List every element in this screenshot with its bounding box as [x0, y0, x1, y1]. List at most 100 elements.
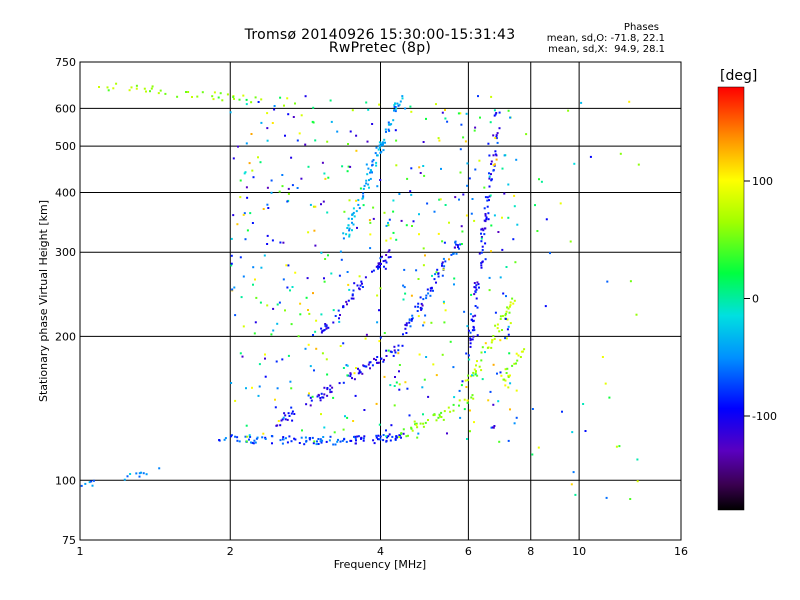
data-point [314, 330, 317, 333]
data-point [426, 288, 429, 291]
data-point [401, 95, 404, 98]
data-point [291, 184, 294, 187]
data-point [242, 325, 245, 328]
data-point [323, 386, 326, 389]
data-point [245, 440, 248, 443]
data-point [420, 308, 423, 311]
data-point [398, 364, 401, 366]
data-point [307, 309, 309, 311]
data-point [332, 443, 335, 446]
data-point [270, 333, 273, 336]
data-point [382, 149, 385, 152]
data-point [432, 363, 435, 366]
data-point [362, 192, 365, 195]
data-point [299, 313, 302, 316]
data-point [417, 278, 420, 280]
data-point [408, 321, 411, 324]
data-point [478, 252, 481, 255]
data-point [487, 218, 490, 221]
data-point [571, 431, 574, 434]
data-point [495, 135, 498, 138]
data-point [266, 203, 269, 206]
data-point [218, 439, 221, 441]
data-point [257, 156, 259, 159]
data-point [517, 354, 520, 357]
data-point [418, 233, 420, 236]
data-point [443, 321, 446, 324]
data-point [346, 170, 349, 173]
data-point [378, 266, 381, 269]
data-point [319, 440, 322, 443]
data-point [307, 231, 310, 234]
data-point [480, 232, 482, 235]
data-point [408, 318, 411, 321]
stats-o-mode: mean, sd,O: -71.8, 22.1 [546, 33, 665, 44]
data-point [426, 202, 429, 205]
data-point [465, 352, 468, 355]
data-point [605, 496, 608, 499]
x-tick-label: 8 [527, 545, 534, 558]
data-point [397, 104, 400, 107]
data-point [251, 386, 253, 389]
data-point [316, 395, 319, 398]
data-point [487, 399, 490, 402]
data-point [507, 183, 510, 186]
data-point [347, 165, 350, 168]
data-point [507, 109, 510, 112]
data-point [441, 111, 444, 114]
data-point [534, 204, 536, 207]
data-point [492, 154, 495, 157]
data-point [448, 258, 450, 261]
data-point [421, 386, 424, 389]
data-point [376, 356, 379, 358]
data-point [582, 403, 585, 405]
data-point [423, 378, 426, 381]
data-point [219, 92, 222, 95]
data-point [372, 439, 375, 442]
data-point [348, 233, 351, 236]
data-point [442, 300, 445, 303]
y-tick-label: 750 [55, 56, 76, 69]
data-point [266, 234, 269, 237]
data-point [362, 196, 365, 199]
data-point [387, 435, 390, 438]
data-point [433, 278, 436, 281]
data-point [321, 161, 324, 164]
data-point [323, 280, 326, 283]
data-point [369, 233, 372, 236]
data-point [505, 372, 508, 374]
data-point [355, 149, 358, 152]
data-point [123, 478, 126, 481]
data-point [434, 273, 437, 276]
data-point [466, 438, 468, 440]
data-point [483, 233, 486, 236]
data-point [281, 358, 284, 361]
data-point [221, 99, 224, 102]
data-point [466, 162, 469, 165]
data-point [405, 332, 408, 334]
data-point [327, 326, 330, 329]
data-point [383, 358, 385, 361]
data-point [308, 392, 310, 395]
data-point [422, 165, 425, 167]
data-point [276, 303, 279, 306]
data-point [494, 113, 497, 116]
data-point [499, 318, 502, 320]
data-point [473, 129, 476, 132]
data-point [266, 304, 269, 307]
data-point [425, 117, 427, 120]
data-point [484, 258, 487, 261]
data-point [361, 197, 364, 200]
data-point [382, 360, 385, 363]
data-point [92, 479, 95, 482]
data-point [496, 323, 499, 326]
data-point [480, 228, 483, 231]
data-point [403, 286, 406, 289]
data-point [353, 215, 356, 218]
data-point [483, 186, 486, 189]
data-point [90, 480, 93, 483]
data-point [281, 174, 284, 176]
data-point [367, 167, 370, 170]
data-point [360, 437, 362, 440]
data-point [282, 436, 285, 439]
